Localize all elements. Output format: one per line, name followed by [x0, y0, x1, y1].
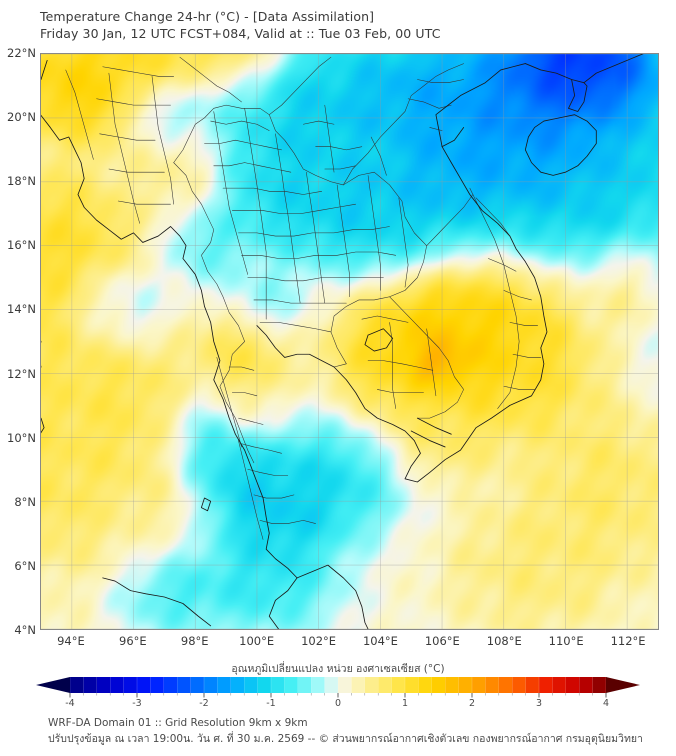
- lat-tick-label: 22°N: [7, 46, 36, 60]
- colorbar-tick-label: 1: [401, 698, 409, 709]
- lat-tick-label: 8°N: [14, 494, 36, 509]
- footer-model-info: WRF-DA Domain 01 :: Grid Resolution 9km …: [48, 717, 308, 729]
- lon-tick-label: 110°E: [548, 634, 584, 648]
- colorbar-tick-label: 4: [602, 698, 610, 709]
- lon-tick-label: 100°E: [239, 634, 275, 648]
- footer-block: WRF-DA Domain 01 :: Grid Resolution 9km …: [48, 715, 668, 747]
- lon-tick-label: 98°E: [180, 634, 209, 648]
- lat-tick-label: 20°N: [7, 110, 36, 125]
- page-title: Temperature Change 24-hr (°C) - [Data As…: [40, 9, 375, 24]
- colorbar-tick-label: 2: [468, 698, 476, 709]
- chart-subtitle: Friday 30 Jan, 12 UTC FCST+084, Valid at…: [40, 26, 441, 41]
- lat-tick-label: 12°N: [7, 366, 36, 381]
- colorbar-tick-label: 0: [334, 698, 342, 709]
- colorbar-tick-label: 3: [535, 698, 543, 709]
- colorbar-tick-label: -3: [132, 698, 142, 709]
- colorbar-gradient: [36, 677, 640, 698]
- lon-tick-label: 104°E: [362, 634, 398, 648]
- lon-tick-label: 94°E: [57, 634, 85, 648]
- lon-tick-label: 108°E: [486, 634, 522, 648]
- chart-title-block: Temperature Change 24-hr (°C) - [Data As…: [40, 8, 640, 42]
- temperature-field-canvas: [41, 54, 658, 629]
- colorbar-tick-label: -4: [65, 698, 75, 709]
- lat-tick-label: 16°N: [7, 238, 36, 253]
- footer-credit: ปรับปรุงข้อมูล ณ เวลา 19:00น. วัน ศ. ที่…: [48, 733, 643, 745]
- lat-tick-label: 4°N: [14, 623, 36, 637]
- lon-tick-label: 96°E: [119, 634, 147, 648]
- lat-tick-label: 18°N: [7, 174, 36, 189]
- lat-tick-label: 14°N: [7, 302, 36, 317]
- lat-tick-label: 6°N: [14, 558, 36, 573]
- colorbar-tick-label: -1: [266, 698, 276, 709]
- lon-tick-label: 102°E: [301, 634, 337, 648]
- longitude-axis: 94°E 96°E 98°E 100°E 102°E 104°E 106°E 108°E 110…: [0, 634, 676, 652]
- map-plot-area: [40, 53, 659, 630]
- colorbar-title: อุณหภูมิเปลี่ยนแปลง หน่วย องศาเซลเซียส (…: [231, 663, 445, 675]
- lat-tick-label: 10°N: [7, 430, 36, 445]
- lon-tick-label: 106°E: [424, 634, 460, 648]
- colorbar-tick-label: -2: [199, 698, 209, 709]
- latitude-axis: 4°N 6°N 8°N 10°N 12°N 14°N 16°N 18°N 20°N 22°N: [0, 0, 36, 756]
- lon-tick-label: 112°E: [610, 634, 646, 648]
- colorbar-tick-labels: -4 -3 -2 -1 0 1 2 3 4: [0, 698, 676, 712]
